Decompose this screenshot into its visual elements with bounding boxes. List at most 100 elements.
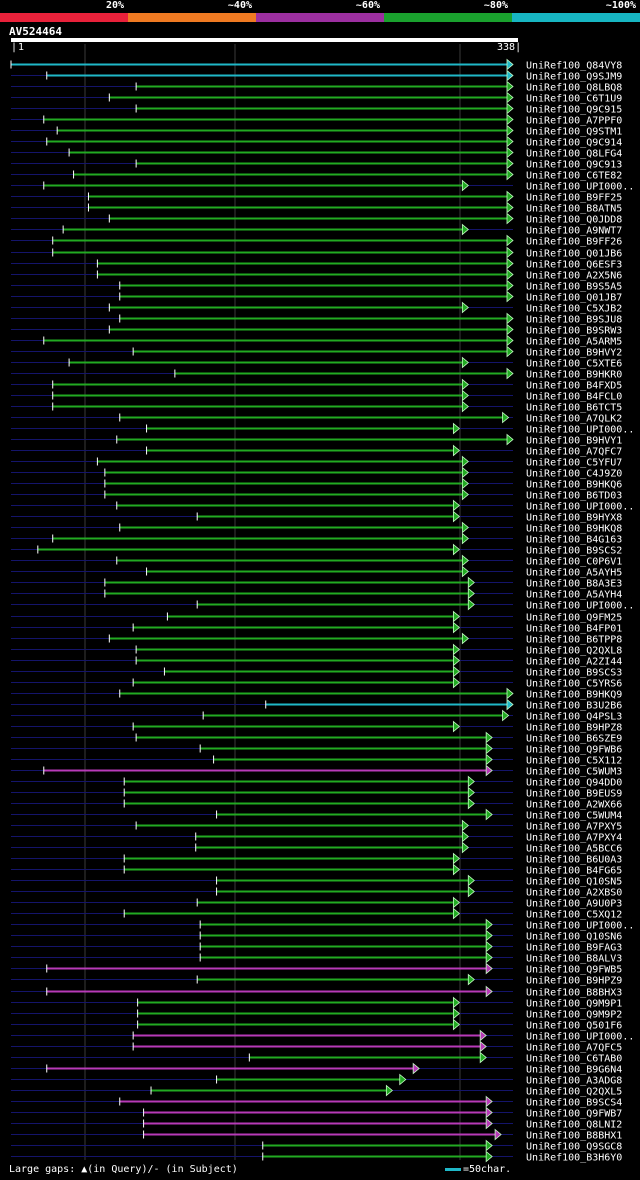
- hit-label: UniRef100_B9SJU8: [526, 315, 622, 326]
- hit-arrow: [452, 444, 460, 457]
- hit-label: UniRef100_A5BCC6: [526, 844, 622, 855]
- hit-label: UniRef100_Q0JDD8: [526, 215, 622, 226]
- hit-arrow: [452, 863, 460, 876]
- hit-label: UniRef100_A7PXY5: [526, 822, 622, 833]
- hit-label: UniRef100_Q6ESF3: [526, 260, 622, 271]
- hit-label: UniRef100_B4G163: [526, 535, 622, 546]
- hit-arrow: [452, 1007, 460, 1020]
- hit-label: UniRef100_B9HVY1: [526, 436, 622, 447]
- hit-label: UniRef100_Q9FM25: [526, 613, 622, 624]
- hit-label: UniRef100_A2ZI44: [526, 657, 622, 668]
- hit-arrow: [485, 929, 493, 942]
- hit-label: UniRef100_B9HKQ6: [526, 480, 622, 491]
- hit-arrow: [502, 709, 510, 722]
- hit-arrow: [485, 1095, 493, 1108]
- hit-arrow: [506, 257, 514, 270]
- hit-arrow: [479, 1051, 487, 1064]
- hit-arrow: [461, 565, 469, 578]
- hit-label: UniRef100_Q9C915: [526, 105, 622, 116]
- hit-arrow: [506, 80, 514, 93]
- hit-arrow: [506, 212, 514, 225]
- hit-arrow: [461, 841, 469, 854]
- hit-label: UniRef100_Q8LFG4: [526, 149, 622, 160]
- hit-label: UniRef100_A2X5N6: [526, 271, 622, 282]
- hit-arrow: [399, 1073, 407, 1086]
- hit-arrow: [485, 808, 493, 821]
- hit-arrow: [485, 918, 493, 931]
- hit-label: UniRef100_B4FCL0: [526, 392, 622, 403]
- hit-arrow: [452, 665, 460, 678]
- hit-label: UniRef100_B9FF25: [526, 193, 622, 204]
- hit-arrow: [485, 764, 493, 777]
- hit-arrow: [467, 797, 475, 810]
- hit-arrow: [485, 940, 493, 953]
- hit-label: UniRef100_B6TPP8: [526, 635, 622, 646]
- hit-label: UniRef100_C6T1U9: [526, 94, 622, 105]
- hit-arrow: [461, 477, 469, 490]
- hit-arrow: [506, 146, 514, 159]
- hit-arrow: [385, 1084, 393, 1097]
- hit-arrow: [452, 1018, 460, 1031]
- hit-label: UniRef100_B4FP01: [526, 624, 622, 635]
- hit-label: UniRef100_B8BHX3: [526, 988, 622, 999]
- hit-arrow: [485, 753, 493, 766]
- hit-arrow: [461, 389, 469, 402]
- hit-label: UniRef100_UPI000..: [526, 921, 634, 932]
- hit-arrow: [485, 1117, 493, 1130]
- hit-label: UniRef100_B3H6Y0: [526, 1153, 622, 1164]
- hit-arrow: [506, 323, 514, 336]
- hit-label: UniRef100_A7PXY4: [526, 833, 622, 844]
- hit-arrow: [452, 996, 460, 1009]
- hit-arrow: [452, 621, 460, 634]
- hit-arrow: [452, 510, 460, 523]
- hit-arrow: [506, 312, 514, 325]
- hit-arrow: [506, 345, 514, 358]
- hit-label: UniRef100_B6SZE9: [526, 734, 622, 745]
- hit-arrow: [506, 334, 514, 347]
- hit-label: UniRef100_A5AYH4: [526, 590, 622, 601]
- hit-arrow: [479, 1040, 487, 1053]
- hit-label: UniRef100_C5YRS6: [526, 679, 622, 690]
- hit-label: UniRef100_Q9C913: [526, 160, 622, 171]
- hit-label: UniRef100_B9SCS3: [526, 668, 622, 679]
- hit-arrow: [506, 201, 514, 214]
- hit-label: UniRef100_B4FG65: [526, 866, 622, 877]
- hit-label: UniRef100_C5XJB2: [526, 304, 622, 315]
- hit-label: UniRef100_Q9M9P2: [526, 1010, 622, 1021]
- hit-arrow: [506, 168, 514, 181]
- hit-arrow: [485, 1150, 493, 1163]
- hit-arrow: [506, 367, 514, 380]
- hit-label: UniRef100_B4FXD5: [526, 381, 622, 392]
- hit-label: UniRef100_C6TAB0: [526, 1054, 622, 1065]
- hit-arrow: [506, 91, 514, 104]
- hit-arrow: [461, 521, 469, 534]
- hit-label: UniRef100_UPI000..: [526, 601, 634, 612]
- hit-label: UniRef100_B6U0A3: [526, 855, 622, 866]
- scale-key: =50char.: [445, 1164, 511, 1175]
- hit-arrow: [506, 69, 514, 82]
- hit-label: UniRef100_B9HKQ9: [526, 690, 622, 701]
- hit-label: UniRef100_UPI000..: [526, 425, 634, 436]
- hit-label: UniRef100_A7QFC7: [526, 447, 622, 458]
- hit-arrow: [461, 466, 469, 479]
- hit-label: UniRef100_C5WUM3: [526, 767, 622, 778]
- hit-arrow: [467, 598, 475, 611]
- hit-arrow: [461, 400, 469, 413]
- hit-arrow: [506, 687, 514, 700]
- hit-label: UniRef100_Q01JB7: [526, 293, 622, 304]
- hit-label: UniRef100_A7PPF0: [526, 116, 622, 127]
- hit-label: UniRef100_Q4PSL3: [526, 712, 622, 723]
- query-start-tick: 1: [11, 42, 24, 53]
- hit-arrow: [506, 268, 514, 281]
- hit-arrow: [461, 179, 469, 192]
- hit-arrow: [506, 279, 514, 292]
- hit-arrow: [485, 962, 493, 975]
- hit-label: UniRef100_A2XBS0: [526, 888, 622, 899]
- hit-arrow: [452, 643, 460, 656]
- hit-label: UniRef100_Q9STM1: [526, 127, 622, 138]
- hit-label: UniRef100_Q9SJM9: [526, 72, 622, 83]
- hit-arrow: [461, 554, 469, 567]
- legend-label: ~60%: [355, 0, 380, 11]
- hit-label: UniRef100_Q9FWB7: [526, 1109, 622, 1120]
- hit-arrow: [452, 499, 460, 512]
